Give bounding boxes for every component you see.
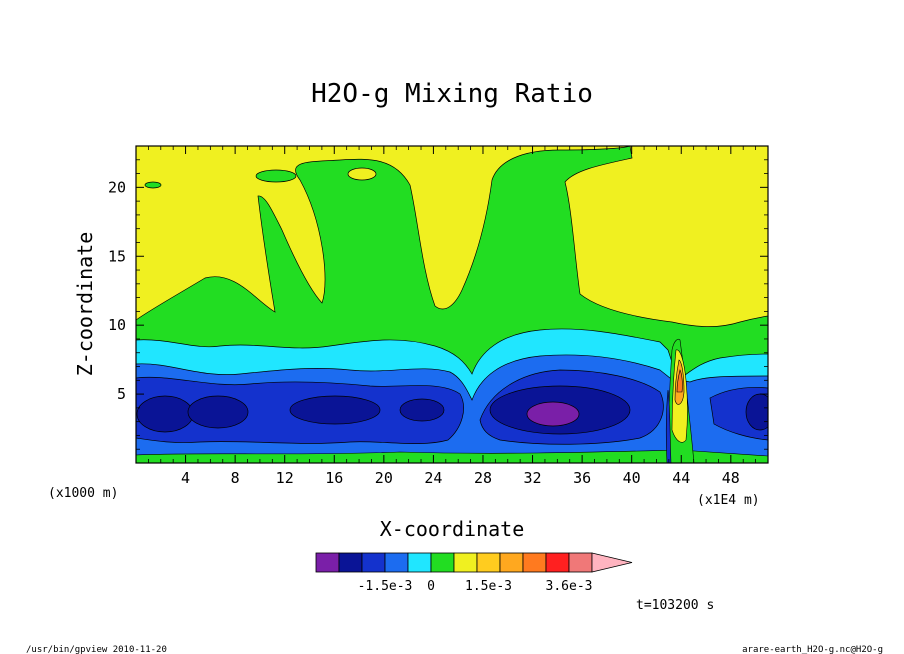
colorbar-labels: -1.5e-3 0 1.5e-3 3.6e-3 bbox=[358, 579, 593, 594]
contour-plume-red bbox=[676, 369, 683, 393]
colorbar-label: 1.5e-3 bbox=[465, 579, 512, 594]
colorbar-arrow bbox=[591, 552, 633, 573]
x-axis-label: X-coordinate bbox=[380, 517, 525, 541]
colorbar-swatch bbox=[384, 552, 409, 573]
x-tick-label: 16 bbox=[325, 469, 343, 487]
colorbar-label: 3.6e-3 bbox=[546, 579, 593, 594]
x-tick-label: 28 bbox=[474, 469, 492, 487]
footer-right: arare-earth_H2O-g.nc@H2O-g bbox=[742, 645, 883, 654]
colorbar-swatch bbox=[453, 552, 478, 573]
y-tick-label: 20 bbox=[108, 178, 126, 196]
contour-core bbox=[745, 393, 768, 431]
x-tick-label: 8 bbox=[231, 469, 240, 487]
colorbar-swatch bbox=[476, 552, 501, 573]
colorbar-swatch bbox=[338, 552, 363, 573]
plot-frame bbox=[135, 145, 769, 464]
contour-blob bbox=[144, 181, 162, 189]
contour-core bbox=[399, 398, 445, 422]
x-tick-label: 32 bbox=[524, 469, 542, 487]
contour-core bbox=[289, 395, 381, 425]
chart-title: H2O-g Mixing Ratio bbox=[311, 79, 593, 109]
colorbar-swatch bbox=[499, 552, 524, 573]
colorbar-swatch bbox=[361, 552, 386, 573]
x-tick-label: 12 bbox=[276, 469, 294, 487]
colorbar bbox=[315, 552, 633, 573]
footer-left: /usr/bin/gpview 2010-11-20 bbox=[26, 645, 167, 654]
colorbar-swatch bbox=[430, 552, 455, 573]
colorbar-label: -1.5e-3 bbox=[358, 579, 413, 594]
contour-core bbox=[187, 395, 249, 429]
colorbar-swatch bbox=[315, 552, 340, 573]
contour-blob bbox=[347, 167, 377, 181]
y-tick-label: 15 bbox=[108, 247, 126, 265]
x-tick-label: 48 bbox=[722, 469, 740, 487]
y-axis-ticks: 5 10 15 20 bbox=[108, 159, 768, 450]
contour-plume-blue bbox=[666, 389, 672, 463]
colorbar-label: 0 bbox=[427, 579, 435, 594]
x-tick-label: 24 bbox=[424, 469, 442, 487]
contour-blob bbox=[255, 169, 297, 183]
x-unit-right: (x1E4 m) bbox=[697, 493, 760, 508]
contour-field bbox=[136, 146, 768, 463]
x-axis-ticks: 4 8 12 16 20 24 28 32 36 40 44 48 bbox=[147, 146, 757, 487]
contour-minimum bbox=[526, 401, 580, 427]
x-tick-label: 4 bbox=[181, 469, 190, 487]
contour-bottom bbox=[136, 449, 768, 463]
x-tick-label: 36 bbox=[573, 469, 591, 487]
y-tick-label: 5 bbox=[117, 385, 126, 403]
x-tick-label: 44 bbox=[672, 469, 690, 487]
x-tick-label: 40 bbox=[623, 469, 641, 487]
colorbar-swatch bbox=[545, 552, 570, 573]
colorbar-swatch bbox=[568, 552, 593, 573]
contour-core bbox=[136, 395, 194, 433]
y-axis-label: Z-coordinate bbox=[73, 232, 97, 377]
x-tick-label: 20 bbox=[375, 469, 393, 487]
time-label: t=103200 s bbox=[636, 598, 714, 613]
colorbar-swatch bbox=[522, 552, 547, 573]
colorbar-swatch bbox=[407, 552, 432, 573]
x-unit-left: (x1000 m) bbox=[48, 486, 118, 501]
y-tick-label: 10 bbox=[108, 316, 126, 334]
